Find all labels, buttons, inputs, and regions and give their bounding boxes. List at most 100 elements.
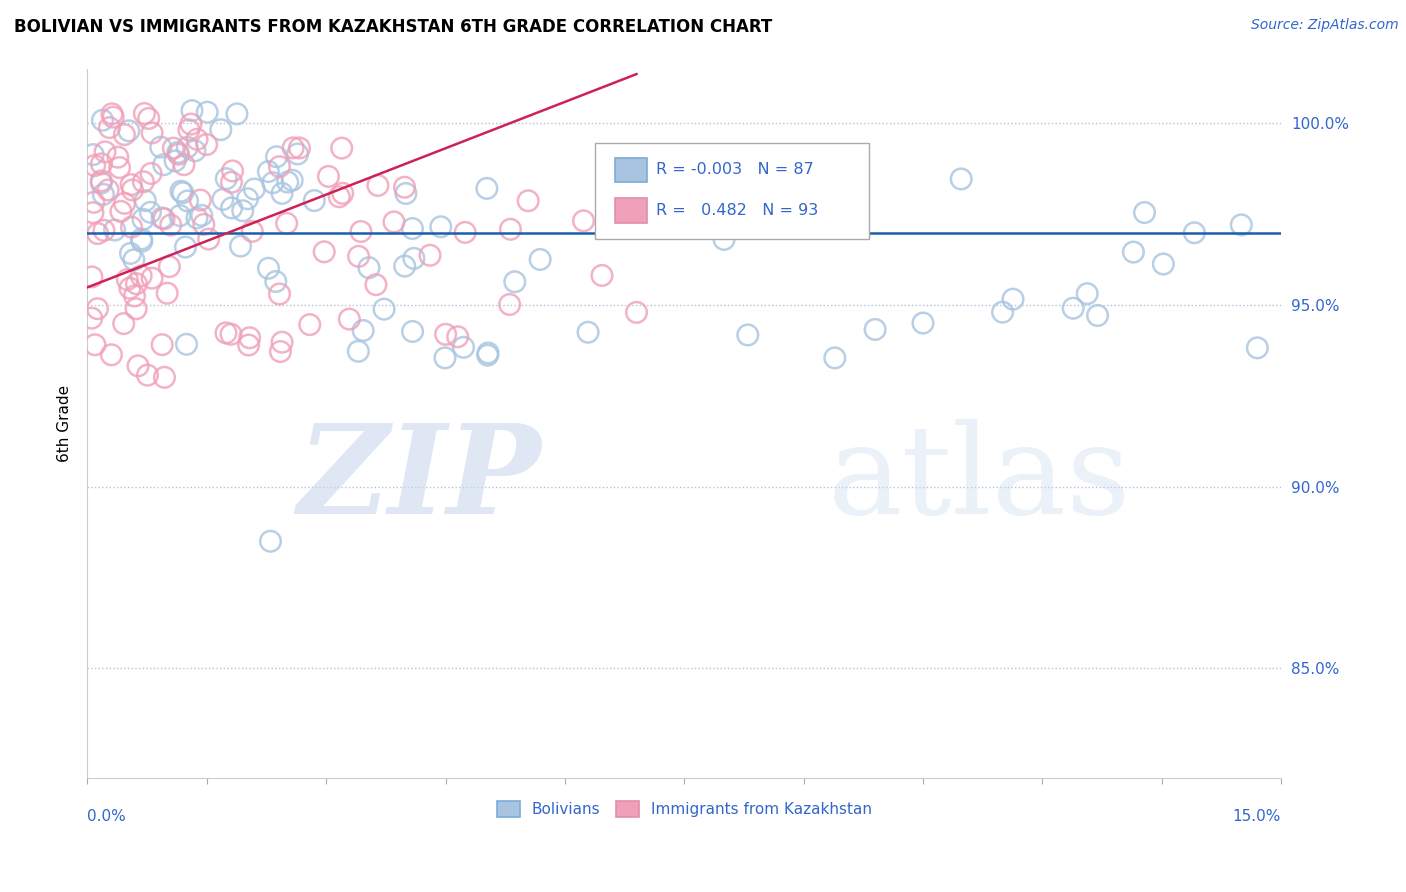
Point xyxy=(337,312,360,326)
Point xyxy=(713,232,735,246)
Point xyxy=(401,221,423,235)
Point xyxy=(110,204,132,219)
Point xyxy=(911,316,934,330)
Point xyxy=(91,113,114,128)
Point xyxy=(332,186,354,201)
Point xyxy=(221,201,243,215)
Point xyxy=(1122,245,1144,260)
Point xyxy=(134,194,156,208)
Point xyxy=(350,225,373,239)
FancyBboxPatch shape xyxy=(614,198,647,222)
Point xyxy=(174,240,197,254)
Point xyxy=(156,286,179,301)
Point xyxy=(1076,286,1098,301)
Point xyxy=(219,327,242,342)
Point xyxy=(97,183,120,197)
Point xyxy=(373,302,395,317)
Point xyxy=(153,370,176,384)
Point xyxy=(93,223,115,237)
Point xyxy=(226,107,249,121)
Point xyxy=(232,203,254,218)
Point xyxy=(197,232,219,246)
Point xyxy=(82,205,104,219)
Point xyxy=(283,141,305,155)
Point xyxy=(93,187,115,202)
Point xyxy=(991,305,1014,319)
Point xyxy=(215,171,238,186)
Point xyxy=(84,337,107,351)
Point xyxy=(281,173,304,187)
Point xyxy=(127,359,149,373)
Point xyxy=(136,368,159,383)
Point xyxy=(125,301,148,316)
Point xyxy=(141,271,163,285)
Point xyxy=(863,322,886,336)
Point xyxy=(90,176,112,190)
Point xyxy=(824,351,846,365)
Point xyxy=(211,193,233,207)
Point xyxy=(152,158,174,172)
Point xyxy=(394,259,416,273)
Point xyxy=(172,186,194,200)
Point xyxy=(298,318,321,332)
Point xyxy=(83,195,105,210)
Point xyxy=(188,193,211,207)
Point xyxy=(330,141,353,155)
Point xyxy=(1133,205,1156,219)
Point xyxy=(186,132,208,146)
Point xyxy=(221,164,243,178)
Point xyxy=(117,272,139,286)
Point xyxy=(499,222,522,236)
Point xyxy=(131,235,153,249)
Point xyxy=(328,190,350,204)
Point xyxy=(112,317,135,331)
Point xyxy=(177,123,200,137)
Point xyxy=(626,305,648,319)
Point xyxy=(149,140,172,154)
Point xyxy=(503,275,526,289)
Point xyxy=(477,346,499,360)
Text: R = -0.003   N = 87: R = -0.003 N = 87 xyxy=(655,162,814,178)
Point xyxy=(529,252,551,267)
Point xyxy=(118,281,141,295)
Text: R =   0.482   N = 93: R = 0.482 N = 93 xyxy=(655,203,818,218)
Point xyxy=(257,164,280,178)
Point xyxy=(239,331,262,345)
Point xyxy=(141,126,163,140)
Point xyxy=(240,224,263,238)
Point xyxy=(430,219,453,234)
Legend: Bolivians, Immigrants from Kazakhstan: Bolivians, Immigrants from Kazakhstan xyxy=(491,795,877,823)
Point xyxy=(134,106,156,120)
Point xyxy=(271,186,294,201)
Point xyxy=(104,223,127,237)
Point xyxy=(138,112,160,126)
Point xyxy=(1246,341,1268,355)
Point xyxy=(176,337,198,351)
Point xyxy=(150,337,173,351)
Point xyxy=(271,335,294,350)
Point xyxy=(243,182,266,196)
Point xyxy=(165,153,187,168)
Point xyxy=(517,194,540,208)
Point xyxy=(402,252,425,266)
Point xyxy=(120,246,142,260)
Point xyxy=(269,344,291,359)
Point xyxy=(121,183,143,197)
Point xyxy=(347,344,370,359)
Text: ZIP: ZIP xyxy=(297,419,541,541)
Point xyxy=(419,248,441,262)
Point xyxy=(269,160,291,174)
Point xyxy=(118,124,141,138)
Point xyxy=(1152,257,1174,271)
Point xyxy=(737,328,759,343)
Point xyxy=(277,175,299,189)
Point xyxy=(477,348,499,362)
Point xyxy=(364,277,387,292)
Point xyxy=(591,268,613,283)
Point xyxy=(347,249,370,263)
Point xyxy=(195,137,218,152)
Point xyxy=(950,172,973,186)
Point xyxy=(125,277,148,291)
Point xyxy=(395,186,418,201)
Point xyxy=(98,120,121,135)
